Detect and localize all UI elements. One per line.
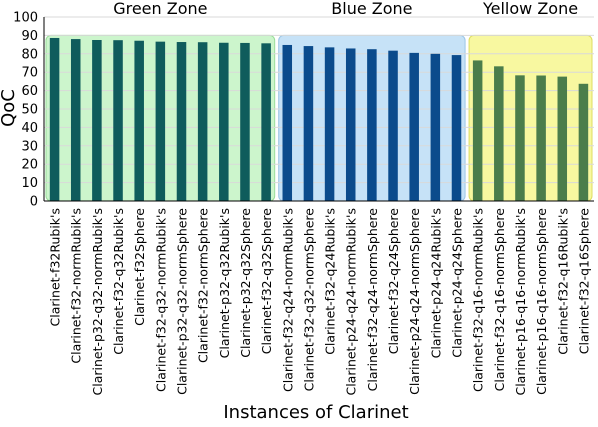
x-tick-label: Clarinet-p24-q24Rubik's [428,208,443,358]
zone-label: Yellow Zone [482,0,578,18]
y-tick-label: 100 [13,11,38,26]
bar [134,40,144,202]
x-tick-label: Clarinet-p32-q32-normSphere [175,208,190,395]
bar [70,39,81,201]
bar [155,41,166,201]
bar [536,75,546,201]
x-tick-label: Clarinet-f32-q32-normSphere [301,208,316,392]
x-tick-label: Clarinet-p16-q16-normRubik's [513,208,528,396]
bar [409,52,419,201]
bar [578,83,589,201]
x-axis-label: Instances of Clarinet [223,402,408,423]
bar [430,53,441,201]
bar [113,40,123,202]
bar [176,42,187,201]
bar [261,43,271,202]
x-tick-label: Clarinet-f32-normRubik's [69,208,84,364]
x-tick-label: Clarinet-f32Sphere [132,208,147,326]
bar [219,42,229,202]
bar [49,37,60,202]
zone-label: Blue Zone [331,0,412,18]
x-tick-label: Clarinet-f32-q24Sphere [386,208,401,355]
x-tick-label: Clarinet-p16-q16-normSphere [534,208,549,395]
y-tick-label: 30 [21,139,38,154]
bar [367,49,377,202]
bar [303,46,314,202]
y-tick-label: 90 [21,29,38,44]
y-tick-labels: 0 10 20 30 40 50 60 70 80 90 100 [13,11,38,210]
zone-background [468,34,593,202]
bar [388,50,398,202]
y-tick-label: 60 [21,84,38,99]
bar [515,75,525,201]
bar [494,66,504,201]
bar [240,42,250,201]
y-tick-label: 40 [21,121,38,136]
bars [49,37,589,202]
zone-backgrounds [45,34,593,202]
axes [43,17,594,202]
x-tick-label: Clarinet-p32-q32-normRubik's [90,208,105,396]
y-tick-label: 10 [21,176,38,191]
x-tick-label: Clarinet-f32-q32Sphere [259,208,274,355]
y-tick-label: 20 [21,158,38,173]
y-axis-label: QoC [0,89,19,127]
x-tick-labels: Clarinet-f32Rubik's Clarinet-f32-normRubi… [48,208,592,396]
bar [197,42,208,201]
zone-labels: Green Zone Blue Zone Yellow Zone [113,0,578,18]
y-tick-label: 70 [21,66,38,81]
bar [92,40,102,201]
bar [557,76,568,201]
x-tick-label: Clarinet-f32-normSphere [196,208,211,363]
x-tick-label: Clarinet-f32-q32Rubik's [111,208,126,355]
x-tick-label: Clarinet-f32-q16Rubik's [555,208,570,355]
y-tick-label: 50 [21,103,38,118]
x-tick-label: Clarinet-f32Rubik's [48,208,63,326]
x-tick-label: Clarinet-f32-q16-normRubik's [471,208,486,392]
x-tick-label: Clarinet-p24-q24-normRubik's [344,208,359,396]
bar [282,44,293,201]
x-tick-label: Clarinet-p24-q24Sphere [450,208,465,358]
zone-label: Green Zone [113,0,207,18]
bar [345,48,356,201]
x-tick-label: Clarinet-f32-q16Sphere [576,208,591,355]
x-tick-label: Clarinet-p32-q32Rubik's [217,208,232,358]
x-tick-label: Clarinet-f32-q24Rubik's [323,208,338,355]
y-tick-label: 80 [21,47,38,62]
x-tick-label: Clarinet-f32-q16-normSphere [492,208,507,392]
x-tick-label: Clarinet-p32-q32Sphere [238,208,253,358]
x-tick-label: Clarinet-f32-q32-normRubik's [153,208,168,392]
bar [324,47,335,201]
bar [451,55,462,202]
bar [472,60,483,202]
x-tick-label: Clarinet-f32-q24-normRubik's [280,208,295,392]
x-tick-label: Clarinet-f32-q24-normSphere [365,208,380,392]
x-tick-label: Clarinet-p24-q24-normSphere [407,208,422,395]
y-tick-label: 0 [30,195,38,210]
